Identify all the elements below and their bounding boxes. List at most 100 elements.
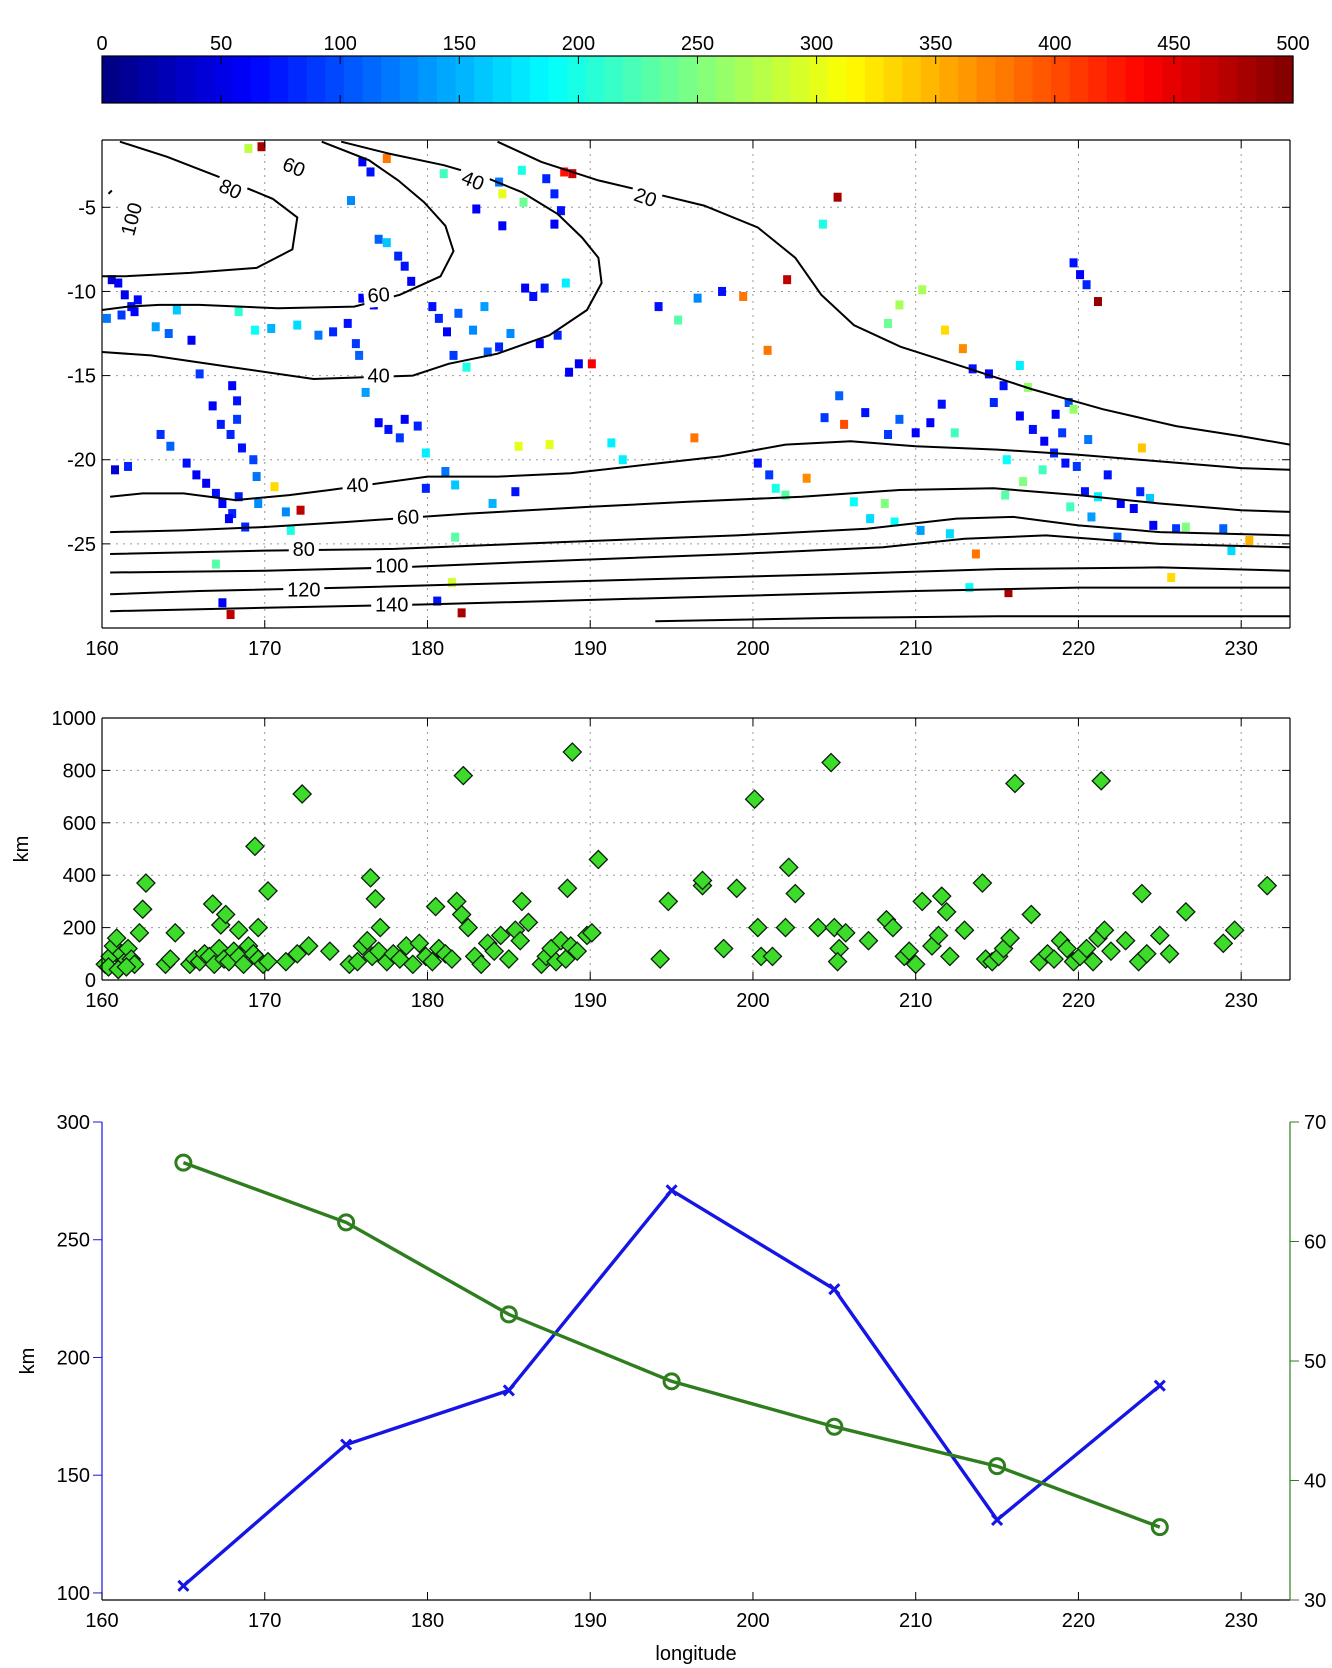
map-cell: [895, 414, 904, 424]
contour-line: [101, 140, 603, 381]
colorbar: 0 50 100 150 200 250 300 350 400 450 500: [96, 33, 1310, 104]
map-cell: [286, 525, 295, 535]
map-cell: [1004, 588, 1013, 598]
map-cell: [1038, 465, 1047, 475]
depth-point: [347, 951, 368, 972]
map-cell: [1181, 522, 1190, 532]
depth-point: [567, 941, 588, 962]
colorbar-segment: [102, 56, 122, 103]
colorbar-tick-label: 250: [681, 33, 714, 55]
map-cell: [192, 470, 201, 480]
x-tick-label: 180: [411, 638, 444, 660]
depth-point: [129, 922, 150, 943]
depth-point: [1115, 930, 1136, 951]
contour-label-bg: [371, 553, 413, 578]
map-cells: [102, 142, 1254, 620]
depth-point: [287, 943, 308, 964]
colorbar-segment: [418, 56, 438, 103]
contour-label: 100: [371, 553, 413, 578]
map-cell: [556, 206, 565, 216]
contour-line: [497, 140, 1291, 446]
map-cell: [1227, 546, 1236, 556]
colorbar-segment: [474, 56, 494, 103]
map-cell: [1040, 436, 1049, 446]
map-cell: [234, 307, 243, 317]
colorbar-tick-label: 100: [324, 33, 357, 55]
contour-label-text: 120: [287, 579, 320, 601]
depth-point: [939, 946, 960, 967]
contour-line: [110, 534, 1291, 574]
contour-label-text: 80: [293, 539, 315, 561]
colorbar-tick-label: 0: [96, 33, 107, 55]
map-cell: [1028, 424, 1037, 434]
map-cell: [674, 315, 683, 325]
contour-label-bg: [363, 363, 394, 388]
series-marker-x: [991, 1513, 1004, 1527]
map-cell: [172, 305, 181, 315]
map-cell: [164, 329, 173, 339]
map-cell: [208, 401, 217, 411]
contour-line: [107, 189, 113, 195]
map-cell: [654, 302, 663, 312]
depth-point: [116, 956, 137, 977]
map-cell: [182, 458, 191, 468]
map-cell: [218, 598, 227, 608]
map-cell: [890, 517, 899, 527]
map-cell: [884, 429, 893, 439]
map-cell: [940, 325, 949, 335]
series-marker-circle: [1150, 1518, 1169, 1537]
right-y-tick-label: 50: [1304, 1351, 1326, 1373]
depth-point: [785, 883, 806, 904]
x-axis-label: longitude: [655, 1643, 736, 1665]
x-tick-label: 190: [574, 990, 607, 1012]
map-cell: [202, 478, 211, 488]
colorbar-segment: [325, 56, 345, 103]
colorbar-tick-label: 50: [210, 33, 232, 55]
colorbar-tick-label: 400: [1038, 33, 1071, 55]
map-cell: [472, 204, 481, 214]
map-cell: [1051, 409, 1060, 419]
depth-point: [744, 789, 765, 810]
x-tick-label: 230: [1224, 638, 1257, 660]
map-cell: [1172, 524, 1181, 534]
map-cell: [443, 327, 452, 337]
depth-point: [490, 925, 511, 946]
map-cell: [250, 325, 259, 335]
colorbar-segment: [381, 56, 401, 103]
series-marker-x: [340, 1438, 353, 1451]
map-cell: [521, 283, 530, 293]
y-tick-label: 800: [63, 760, 96, 782]
colorbar-segment: [623, 56, 643, 103]
map-cell: [117, 310, 126, 320]
colorbar-segment: [864, 56, 885, 103]
contour-lines: [101, 140, 1291, 623]
colorbar-segment: [846, 56, 866, 103]
map-cell: [244, 143, 253, 153]
map-cell: [1080, 487, 1089, 497]
map-cell: [133, 295, 142, 305]
map-cell: [517, 165, 526, 175]
depth-point: [747, 917, 768, 938]
series-marker-x: [1153, 1379, 1166, 1392]
map-cell: [618, 455, 627, 465]
series-marker-circle: [825, 1417, 844, 1436]
map-cell: [374, 234, 383, 244]
right-y-tick-label: 40: [1304, 1471, 1326, 1493]
x-tick-label: 160: [85, 990, 118, 1012]
depth-point: [588, 849, 609, 870]
colorbar-segment: [902, 56, 922, 103]
map-cell: [1149, 520, 1158, 530]
map-cell: [945, 529, 954, 539]
map-cell: [1015, 411, 1024, 421]
depth-point: [319, 941, 340, 962]
map-cell: [984, 369, 993, 379]
map-cell: [281, 507, 290, 517]
map-cell: [911, 428, 920, 438]
depth-panel: 160 170 180 190 200 210 220 230 0 200 400 600 800 100…: [11, 708, 1291, 1012]
map-cell: [120, 290, 129, 300]
map-cell: [1061, 458, 1070, 468]
map-cell: [765, 470, 774, 480]
x-tick-label: 170: [248, 990, 281, 1012]
map-cell: [950, 428, 959, 438]
x-tick-label: 200: [736, 990, 769, 1012]
